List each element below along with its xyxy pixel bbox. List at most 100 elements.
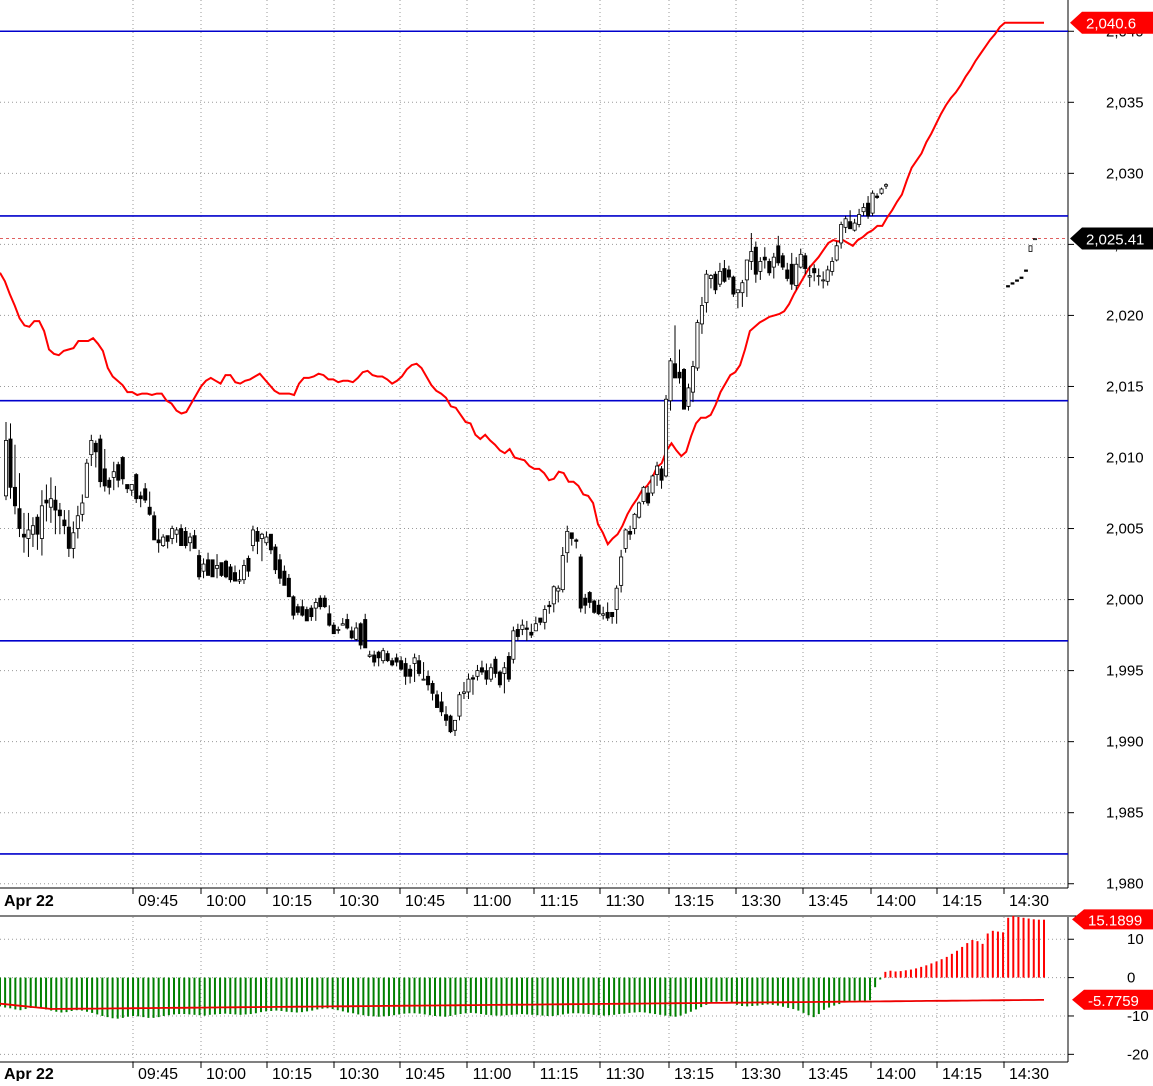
oscillator-signal-line [0,999,1044,1010]
candle [632,512,637,535]
candle-body [26,529,31,539]
candle-body [601,613,606,616]
candle-body [830,261,835,272]
candle [879,187,884,195]
candle-body [161,536,166,546]
candle [789,252,794,290]
oscillator-date-label: Apr 22 [4,1066,54,1081]
candle [488,663,493,682]
candle [282,565,287,586]
candle [439,691,444,717]
candle-body [309,607,314,618]
candle-body [668,360,673,402]
candle-body [111,471,116,478]
candle [197,549,202,580]
candle [717,262,722,288]
candle-body [376,651,381,659]
candle [812,264,817,282]
candle [381,647,386,664]
candle [98,434,103,488]
candle-body [300,606,305,616]
candle [304,606,309,622]
candle [641,485,646,505]
oscillator-x-tick-label: 14:15 [942,1066,982,1081]
candle [268,533,273,555]
candle [623,528,628,553]
candle-body [336,629,341,631]
candle [506,652,511,682]
candle [102,448,107,492]
candle-body [282,570,287,586]
candle-body [646,492,651,504]
oscillator-x-tick-label: 10:45 [405,1066,445,1081]
candle [502,662,507,694]
price-tag-shape [1070,227,1153,250]
candle-body [596,604,601,615]
candle [547,600,552,614]
price-panel: 1,980 1,985 1,990 1,995 2,000 2,005 2,010 2,015… [0,0,1153,893]
candle-body [511,630,516,660]
candle [107,477,112,495]
candle-body [758,261,763,272]
candle-body [452,719,457,731]
candle-body [632,513,637,529]
red-line-series [0,21,1044,547]
price-x-tick-label: 10:45 [405,893,445,910]
candle-body [237,579,242,582]
candle [156,528,161,553]
price-y-tick-label: 2,000 [1106,592,1144,609]
candle-body [506,656,511,680]
candle [452,719,457,736]
candle [1028,245,1033,252]
candle-body [673,363,678,379]
candle-body [21,533,26,538]
candle-body [322,597,327,608]
candle [803,252,808,275]
candle [394,653,399,667]
price-x-tick-label: 13:30 [741,893,781,910]
oscillator-x-tick-label: 11:00 [473,1066,512,1081]
candle [762,247,767,269]
candle [794,257,799,290]
candle [93,440,98,468]
oscillator-y-tick-label: 10 [1127,931,1144,948]
candle-body [62,519,67,527]
candle [286,574,291,598]
candle-body [250,529,255,546]
candle-body [524,627,529,630]
candle [125,484,130,494]
candle [336,626,341,634]
candle [493,656,498,678]
oscillator-x-tick-label: 11:15 [540,1066,579,1081]
candle-body [637,502,642,518]
candle [62,510,67,535]
candle-body [533,623,538,632]
candle [232,565,237,582]
price-y-tick-label: 1,985 [1106,805,1144,822]
candle [12,444,17,515]
candle-body [677,371,682,379]
candle-body [713,273,718,291]
candle-body [295,606,300,613]
candle [309,605,314,621]
candle-body [821,279,826,282]
candle-body [201,563,206,572]
candle [201,558,206,579]
candle-body [4,440,9,497]
candle [875,193,880,199]
candle [690,360,695,403]
oscillator-x-tick-label: 11:30 [606,1066,645,1081]
candle-body [708,275,713,279]
candle [699,296,704,334]
price-x-tick-label: 14:15 [942,893,982,910]
price-x-tick-label: 11:00 [473,893,512,910]
candle [515,623,520,641]
candle-body [89,440,94,456]
candle-body [816,275,821,278]
candle [461,681,466,700]
price-x-tick-label: 11:30 [606,893,645,910]
candle [825,265,830,286]
candle-body [179,528,184,546]
candle-body [798,253,803,268]
candle [21,512,26,553]
